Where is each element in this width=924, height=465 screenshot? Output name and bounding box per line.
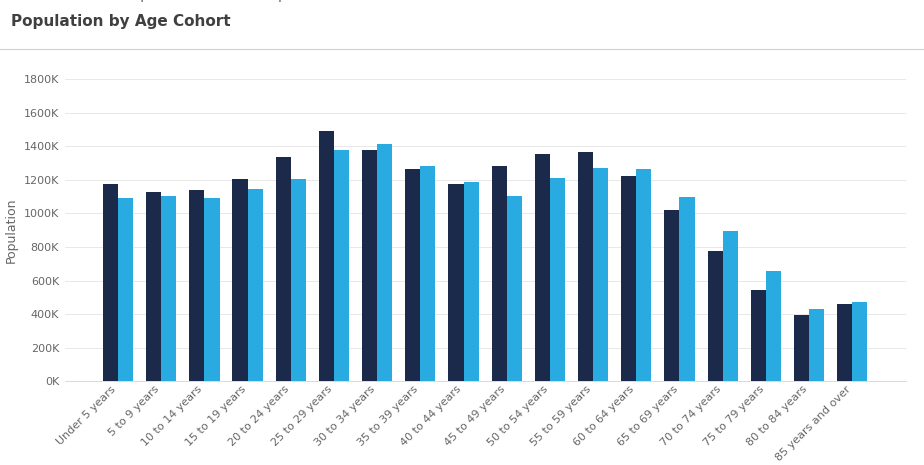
Bar	[103, 184, 118, 381]
Bar	[204, 198, 220, 381]
Bar	[448, 184, 464, 381]
Bar	[708, 251, 723, 381]
Legend: 2017 Population, 2022 Population: 2017 Population, 2022 Population	[71, 0, 330, 1]
Bar	[334, 150, 349, 381]
Bar	[161, 196, 176, 381]
Bar	[377, 144, 393, 381]
Bar	[118, 198, 133, 381]
Bar	[794, 315, 809, 381]
Bar	[766, 271, 781, 381]
Bar	[406, 169, 420, 381]
Bar	[679, 197, 695, 381]
Bar	[362, 150, 377, 381]
Bar	[492, 166, 506, 381]
Bar	[593, 168, 608, 381]
Bar	[723, 231, 737, 381]
Bar	[420, 166, 435, 381]
Bar	[248, 189, 262, 381]
Text: Population by Age Cohort: Population by Age Cohort	[11, 14, 231, 29]
Bar	[809, 309, 824, 381]
Bar	[189, 190, 204, 381]
Bar	[146, 192, 161, 381]
Bar	[637, 169, 651, 381]
Bar	[506, 196, 522, 381]
Y-axis label: Population: Population	[6, 198, 18, 263]
Bar	[291, 179, 306, 381]
Bar	[550, 178, 565, 381]
Bar	[319, 131, 334, 381]
Bar	[621, 176, 637, 381]
Bar	[852, 302, 868, 381]
Bar	[275, 157, 291, 381]
Bar	[233, 179, 248, 381]
Bar	[535, 154, 550, 381]
Bar	[837, 304, 852, 381]
Bar	[464, 182, 479, 381]
Bar	[578, 152, 593, 381]
Bar	[750, 290, 766, 381]
Bar	[664, 210, 679, 381]
